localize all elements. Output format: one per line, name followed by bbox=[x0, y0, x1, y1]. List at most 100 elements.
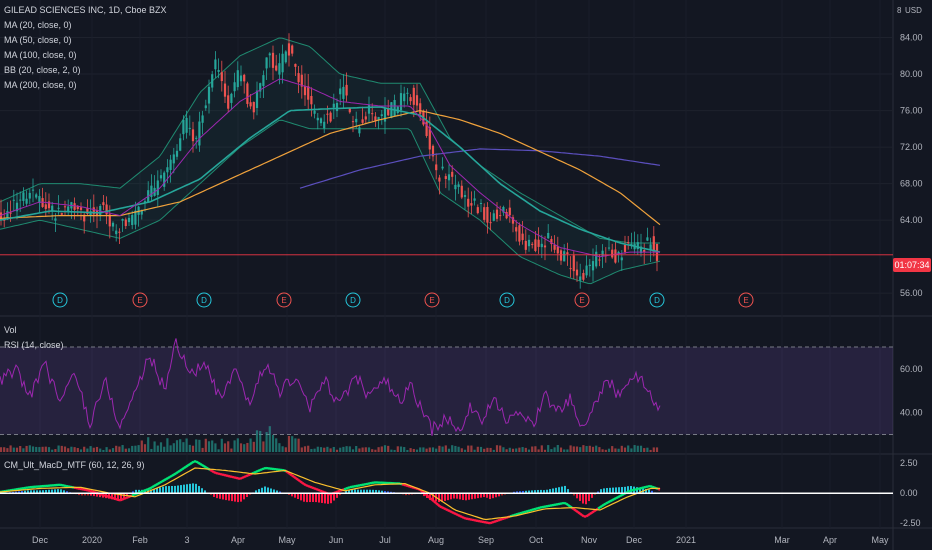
pane-label-rsi[interactable]: RSI (14, close) bbox=[4, 340, 64, 350]
volume-bar bbox=[316, 446, 319, 452]
volume-bar bbox=[611, 446, 614, 452]
macd-hist-bar bbox=[162, 486, 164, 494]
candle-body bbox=[371, 113, 374, 115]
earnings-marker[interactable]: E bbox=[276, 292, 292, 308]
volume-bar bbox=[271, 434, 275, 452]
macd-segment bbox=[627, 489, 631, 493]
legend-ma100[interactable]: MA (100, close, 0) bbox=[4, 50, 77, 60]
macd-hist-bar bbox=[612, 487, 614, 494]
earnings-marker[interactable]: E bbox=[738, 292, 754, 308]
macd-segment bbox=[499, 518, 503, 521]
event-label: E bbox=[579, 296, 584, 305]
candle-body bbox=[172, 154, 175, 164]
macd-hist-bar bbox=[576, 493, 578, 499]
macd-segment bbox=[187, 463, 191, 467]
volume-bar bbox=[547, 445, 550, 452]
macd-segment bbox=[447, 509, 451, 513]
candle-body bbox=[547, 232, 550, 239]
candle-body bbox=[572, 255, 575, 272]
volume-bar bbox=[556, 445, 559, 452]
dividend-marker[interactable]: D bbox=[345, 292, 361, 308]
legend-bb[interactable]: BB (20, close, 2, 0) bbox=[4, 65, 81, 75]
macd-hist-bar bbox=[24, 490, 26, 494]
earnings-marker[interactable]: E bbox=[132, 292, 148, 308]
x-tick-label: Mar bbox=[774, 535, 790, 545]
macd-hist-bar bbox=[447, 493, 449, 501]
macd-segment bbox=[495, 519, 499, 523]
volume-bar bbox=[396, 446, 399, 452]
earnings-marker[interactable]: E bbox=[424, 292, 440, 308]
candle-body bbox=[204, 105, 207, 109]
volume-bar bbox=[79, 449, 83, 452]
legend-ma200[interactable]: MA (200, close, 0) bbox=[4, 80, 77, 90]
volume-bar bbox=[636, 445, 639, 452]
volume-bar bbox=[463, 449, 467, 452]
dividend-marker[interactable]: D bbox=[52, 292, 68, 308]
macd-segment bbox=[201, 463, 205, 468]
macd-hist-bar bbox=[51, 489, 53, 494]
candle-body bbox=[329, 112, 332, 122]
candle-body bbox=[569, 268, 572, 270]
candle-body bbox=[220, 72, 223, 82]
pane-label-macd[interactable]: CM_Ult_MacD_MTF (60, 12, 26, 9) bbox=[4, 460, 145, 470]
candle-body bbox=[12, 199, 15, 201]
volume-bar bbox=[163, 446, 166, 452]
volume-bar bbox=[579, 447, 582, 452]
candle-body bbox=[489, 222, 492, 224]
candle-body bbox=[38, 196, 41, 203]
event-label: E bbox=[281, 296, 286, 305]
candle-body bbox=[44, 204, 47, 209]
volume-bar bbox=[147, 437, 150, 452]
macd-hist-bar bbox=[267, 487, 269, 494]
candle-body bbox=[643, 249, 646, 253]
earnings-marker[interactable]: E bbox=[574, 292, 590, 308]
candle-body bbox=[342, 86, 345, 99]
volume-bar bbox=[102, 449, 105, 452]
event-circle bbox=[52, 292, 68, 308]
volume-bar bbox=[83, 446, 86, 452]
event-label: E bbox=[743, 296, 748, 305]
bollinger-band-fill bbox=[0, 37, 660, 284]
candle-body bbox=[134, 210, 137, 225]
legend-ma20[interactable]: MA (20, close, 0) bbox=[4, 20, 72, 30]
macd-segment bbox=[649, 484, 653, 488]
volume-bar bbox=[310, 448, 313, 452]
macd-hist-bar bbox=[336, 493, 338, 498]
y-tick-label: 60.00 bbox=[900, 364, 923, 374]
volume-bar bbox=[617, 448, 620, 452]
candle-body bbox=[265, 57, 268, 69]
macd-segment bbox=[125, 496, 129, 500]
macd-hist-bar bbox=[246, 493, 248, 498]
volume-bar bbox=[425, 448, 428, 452]
candle-body bbox=[575, 269, 579, 276]
volume-bar bbox=[246, 442, 249, 452]
macd-segment bbox=[259, 468, 263, 472]
y-tick-label: 56.00 bbox=[900, 288, 923, 298]
pane-label-vol[interactable]: Vol bbox=[4, 325, 17, 335]
x-tick-label: May bbox=[278, 535, 296, 545]
candle-body bbox=[515, 227, 518, 232]
candle-body bbox=[188, 127, 191, 129]
macd-segment bbox=[451, 511, 455, 515]
volume-bar bbox=[419, 447, 422, 452]
candle-body bbox=[591, 261, 595, 271]
candle-body bbox=[556, 246, 559, 254]
candle-body bbox=[559, 250, 563, 261]
macd-segment bbox=[521, 511, 525, 514]
candle-body bbox=[598, 259, 601, 261]
volume-bar bbox=[467, 445, 470, 452]
dividend-marker[interactable]: D bbox=[499, 292, 515, 308]
macd-hist-bar bbox=[78, 493, 80, 496]
volume-bar bbox=[531, 446, 534, 452]
macd-segment bbox=[501, 517, 505, 521]
dividend-marker[interactable]: D bbox=[649, 292, 665, 308]
legend-ma50[interactable]: MA (50, close, 0) bbox=[4, 35, 72, 45]
macd-hist-bar bbox=[531, 490, 533, 494]
macd-hist-bar bbox=[84, 493, 86, 496]
volume-bar bbox=[444, 445, 447, 452]
macd-hist-bar bbox=[288, 493, 290, 495]
macd-segment bbox=[171, 473, 175, 477]
dividend-marker[interactable]: D bbox=[196, 292, 212, 308]
macd-segment bbox=[151, 485, 155, 489]
